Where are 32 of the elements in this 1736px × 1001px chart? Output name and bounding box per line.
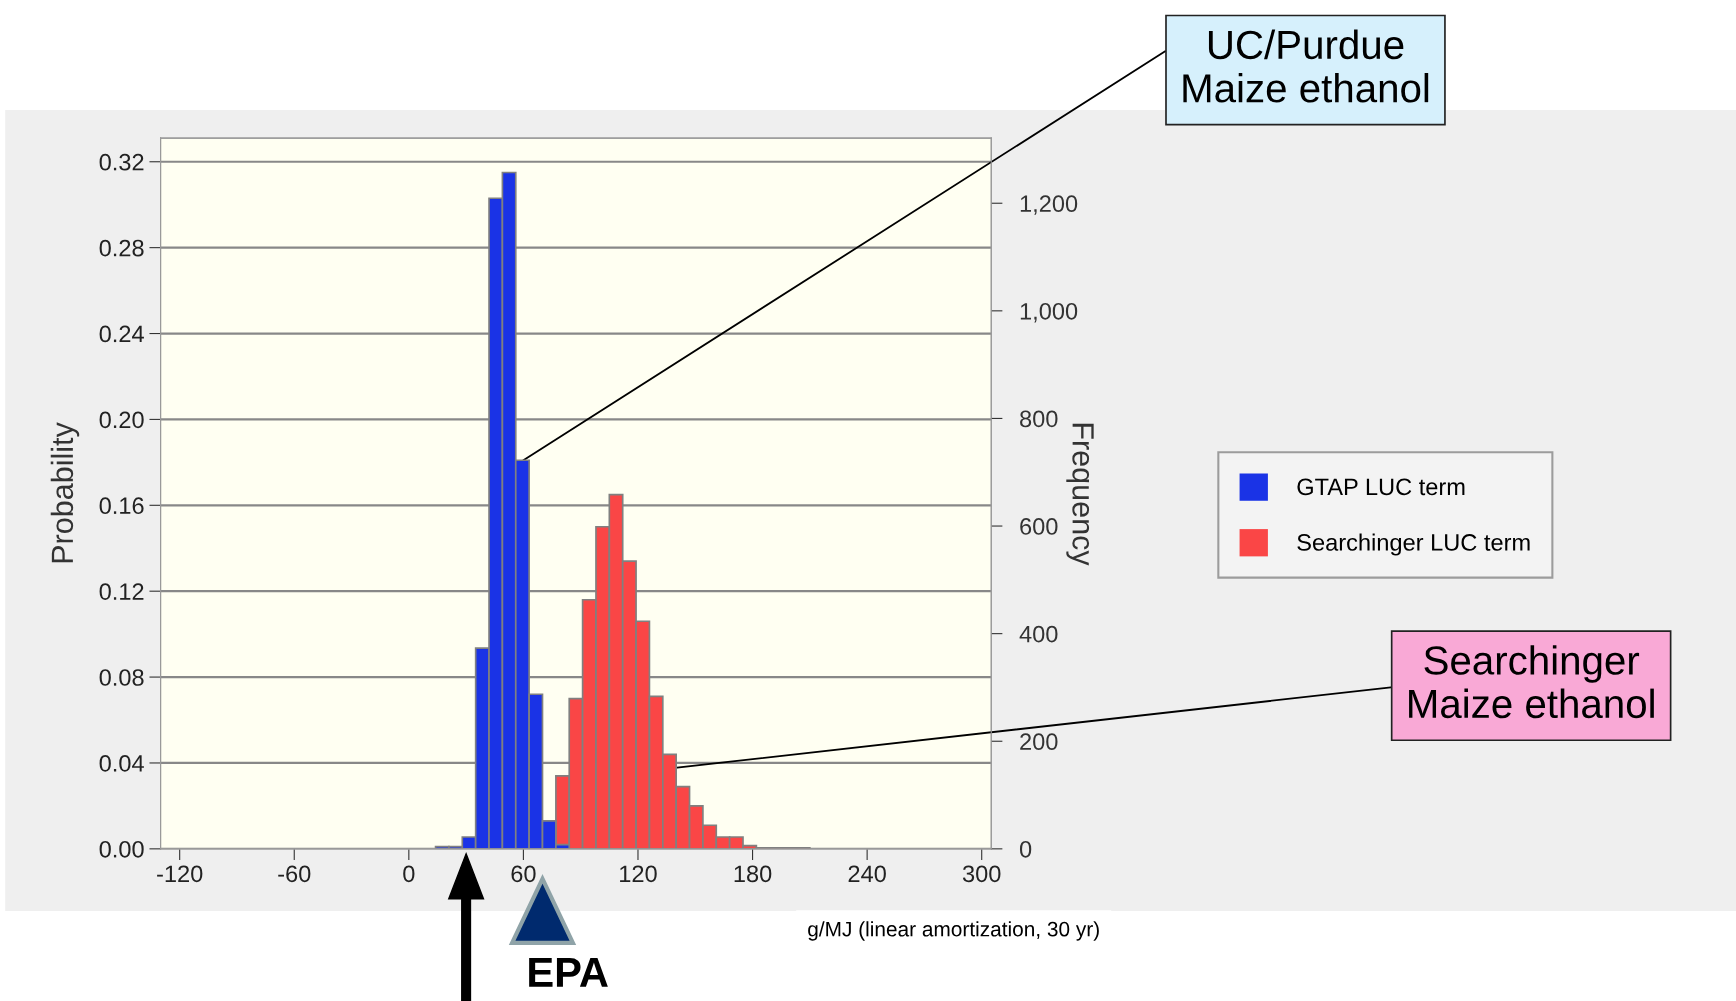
annotation: UC/Purdue Maize ethanol [1183, 29, 1429, 103]
x-tick-label: 0 [403, 865, 415, 883]
y2-tick-label: 800 [1020, 410, 1058, 428]
y-tick-label: 0.00 [99, 840, 144, 858]
y2-axis-title: Frequency [1066, 423, 1094, 566]
y2-tick-label: 200 [1020, 733, 1058, 751]
x-axis-title: g/MJ (linear amortization, 30 yr) [808, 921, 1099, 941]
y-tick-label: 0.24 [99, 325, 144, 343]
y2-tick-label: 400 [1019, 625, 1058, 643]
y-axis-title: Probability [50, 422, 80, 563]
y-tick-label: 0.28 [99, 239, 144, 257]
y2-tick-label: 0 [1019, 840, 1032, 858]
legend-label: GTAP LUC term [1297, 478, 1465, 496]
x-tick-label: 240 [848, 865, 886, 883]
x-tick-label: -60 [278, 865, 311, 883]
x-tick-label: 180 [734, 865, 772, 883]
y-tick-label: 0.04 [99, 755, 144, 772]
y-tick-label: 0.08 [99, 669, 144, 686]
y2-tick-label: 1,200 [1020, 195, 1078, 215]
annotation: Searchinger Maize ethanol [1409, 645, 1654, 719]
x-tick-label: 120 [620, 865, 657, 883]
text: EPA [529, 958, 608, 987]
y-tick-label: 0.20 [99, 411, 144, 429]
y2-tick-label: 600 [1020, 518, 1058, 535]
x-tick-label: 300 [962, 865, 1001, 883]
y2-tick-label: 1,000 [1020, 302, 1078, 323]
y-tick-label: 0.16 [99, 497, 144, 515]
y-tick-label: 0.32 [99, 153, 144, 171]
x-tick-label: -120 [157, 865, 203, 883]
y-tick-label: 0.12 [99, 583, 144, 600]
x-tick-label: 60 [511, 865, 536, 883]
legend-label: Searchinger LUC term [1297, 533, 1530, 556]
